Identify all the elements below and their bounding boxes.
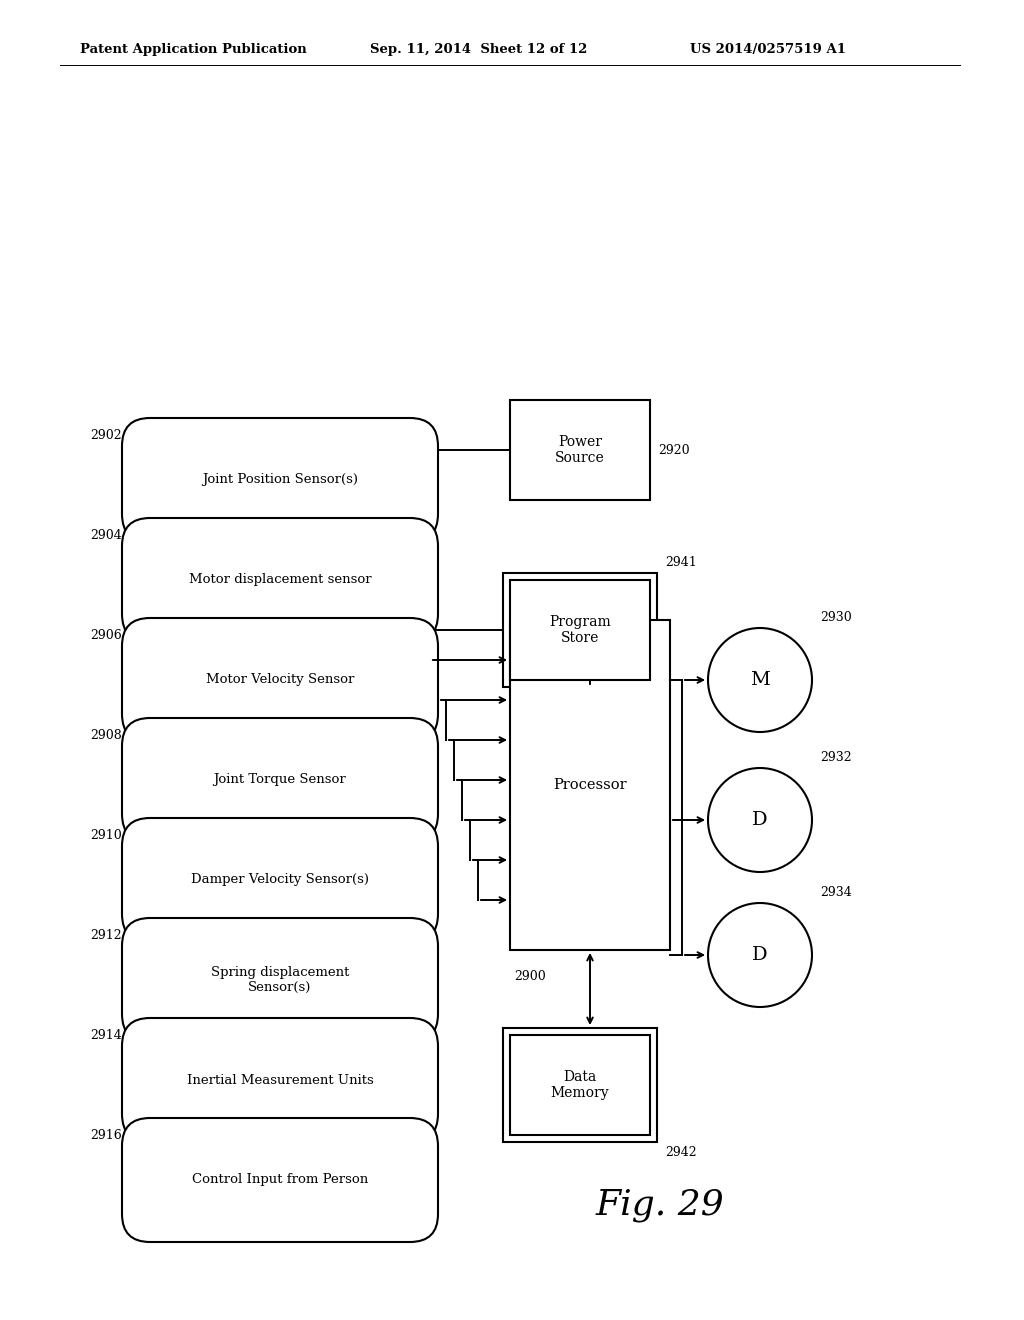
Text: D: D [753,946,768,964]
FancyBboxPatch shape [122,718,438,842]
Text: Program
Store: Program Store [549,615,611,645]
Text: Joint Torque Sensor: Joint Torque Sensor [214,774,346,787]
Text: 2910: 2910 [90,829,122,842]
Text: 2904: 2904 [90,529,122,543]
FancyBboxPatch shape [122,917,438,1041]
Text: 2900: 2900 [514,970,546,983]
Text: Data
Memory: Data Memory [551,1071,609,1100]
Text: Spring displacement
Sensor(s): Spring displacement Sensor(s) [211,966,349,994]
Text: Damper Velocity Sensor(s): Damper Velocity Sensor(s) [191,874,369,887]
Text: 2914: 2914 [90,1030,122,1041]
Text: Power
Source: Power Source [555,434,605,465]
Text: Control Input from Person: Control Input from Person [191,1173,368,1187]
Text: 2932: 2932 [820,751,852,764]
Text: 2941: 2941 [665,556,696,569]
Text: US 2014/0257519 A1: US 2014/0257519 A1 [690,44,846,57]
Text: 2908: 2908 [90,729,122,742]
Text: M: M [750,671,770,689]
FancyBboxPatch shape [122,418,438,543]
Ellipse shape [708,628,812,733]
Text: 2906: 2906 [90,630,122,642]
Text: 2930: 2930 [820,611,852,624]
FancyBboxPatch shape [503,1028,657,1142]
Text: 2902: 2902 [90,429,122,442]
Text: 2916: 2916 [90,1129,122,1142]
Text: Inertial Measurement Units: Inertial Measurement Units [186,1073,374,1086]
Text: D: D [753,810,768,829]
Ellipse shape [708,768,812,873]
FancyBboxPatch shape [122,818,438,942]
Text: Patent Application Publication: Patent Application Publication [80,44,307,57]
FancyBboxPatch shape [510,1035,650,1135]
Text: Motor Velocity Sensor: Motor Velocity Sensor [206,673,354,686]
FancyBboxPatch shape [510,400,650,500]
Text: Processor: Processor [553,777,627,792]
Text: Motor displacement sensor: Motor displacement sensor [188,573,372,586]
FancyBboxPatch shape [510,620,670,950]
Text: Fig. 29: Fig. 29 [596,1188,724,1222]
FancyBboxPatch shape [122,1118,438,1242]
FancyBboxPatch shape [122,517,438,642]
FancyBboxPatch shape [122,618,438,742]
Text: 2942: 2942 [665,1146,696,1159]
FancyBboxPatch shape [510,579,650,680]
Text: 2920: 2920 [658,444,689,457]
FancyBboxPatch shape [122,1018,438,1142]
Ellipse shape [708,903,812,1007]
Text: 2934: 2934 [820,886,852,899]
Text: 2912: 2912 [90,929,122,942]
Text: Joint Position Sensor(s): Joint Position Sensor(s) [202,474,358,487]
Text: Sep. 11, 2014  Sheet 12 of 12: Sep. 11, 2014 Sheet 12 of 12 [370,44,588,57]
FancyBboxPatch shape [503,573,657,686]
